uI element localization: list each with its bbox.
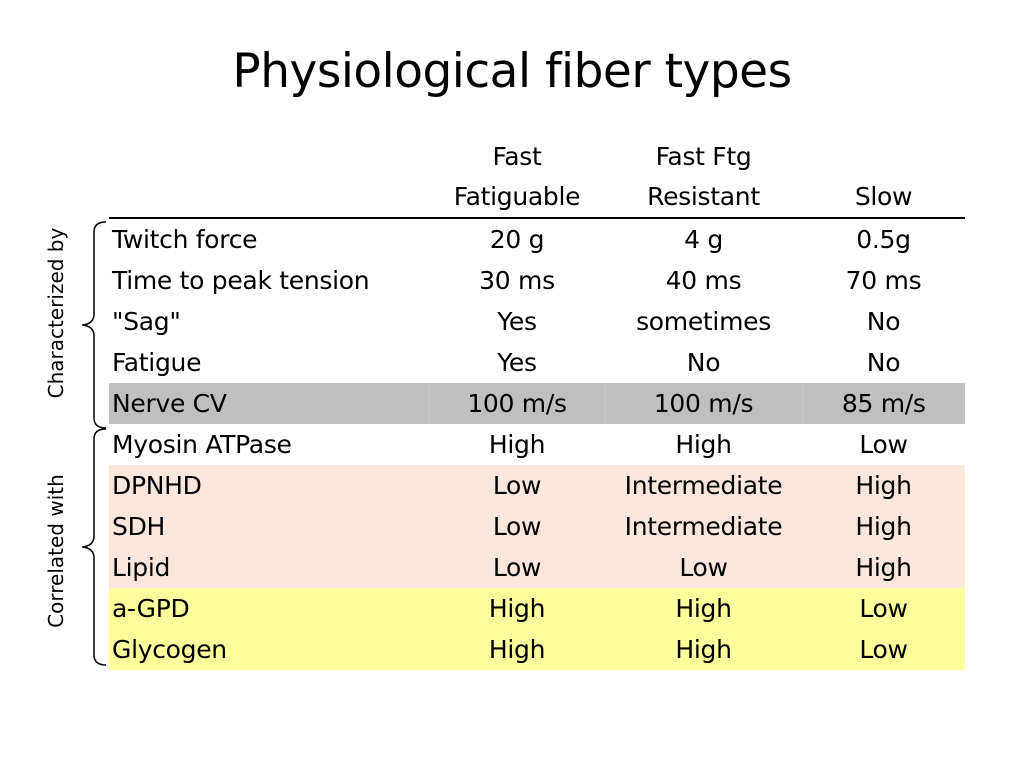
row-label: Glycogen bbox=[109, 629, 429, 670]
cell-slow: Low bbox=[859, 430, 908, 459]
table-row: Nerve CV 100 m/s 100 m/s 85 m/s bbox=[109, 383, 965, 424]
cell-slow: No bbox=[866, 348, 901, 377]
cell-slow: Low bbox=[802, 588, 965, 629]
cell-fast-fatiguable: Low bbox=[429, 465, 605, 506]
row-label: Fatigue bbox=[112, 348, 202, 377]
row-label: "Sag" bbox=[112, 307, 181, 336]
cell-fast-fatiguable: Yes bbox=[497, 348, 537, 377]
row-label: a-GPD bbox=[109, 588, 429, 629]
row-label: Time to peak tension bbox=[112, 266, 370, 295]
cell-fast-fatiguable: Low bbox=[429, 506, 605, 547]
cell-slow: Low bbox=[802, 629, 965, 670]
table-row: Glycogen High High Low bbox=[109, 629, 965, 670]
characterized-brace-icon bbox=[81, 221, 107, 429]
cell-fast-fatiguable: High bbox=[429, 629, 605, 670]
cell-slow: No bbox=[866, 307, 901, 336]
fiber-types-table: Fast Fatiguable Fast Ftg Resistant Slow Tw… bbox=[109, 137, 965, 670]
table-row: Lipid Low Low High bbox=[109, 547, 965, 588]
cell-fast-fatiguable: High bbox=[429, 588, 605, 629]
row-label: Lipid bbox=[109, 547, 429, 588]
row-label: SDH bbox=[109, 506, 429, 547]
correlated-brace-icon bbox=[81, 428, 107, 666]
cell-fast-resistant: High bbox=[675, 430, 732, 459]
row-label: Nerve CV bbox=[109, 383, 429, 424]
table-row: Time to peak tension 30 ms 40 ms 70 ms bbox=[109, 260, 965, 301]
cell-fast-resistant: Intermediate bbox=[605, 465, 802, 506]
cell-fast-resistant: 100 m/s bbox=[604, 383, 802, 424]
cell-fast-resistant: sometimes bbox=[636, 307, 771, 336]
table-row: a-GPD High High Low bbox=[109, 588, 965, 629]
header-fast-fatiguable: Fast Fatiguable bbox=[429, 137, 605, 219]
cell-slow: 0.5g bbox=[856, 225, 911, 254]
row-label: DPNHD bbox=[109, 465, 429, 506]
table-row: Fatigue Yes No No bbox=[109, 342, 965, 383]
cell-fast-fatiguable: Yes bbox=[497, 307, 537, 336]
table-row: Myosin ATPase High High Low bbox=[109, 424, 965, 465]
header-corner bbox=[109, 137, 429, 219]
cell-fast-fatiguable: 30 ms bbox=[479, 266, 555, 295]
cell-slow: High bbox=[802, 506, 965, 547]
cell-fast-resistant: Low bbox=[605, 547, 802, 588]
table-header-row: Fast Fatiguable Fast Ftg Resistant Slow bbox=[109, 137, 965, 219]
cell-fast-resistant: No bbox=[686, 348, 721, 377]
cell-fast-resistant: Intermediate bbox=[605, 506, 802, 547]
cell-slow: 70 ms bbox=[845, 266, 922, 295]
cell-slow: High bbox=[802, 465, 965, 506]
header-slow: Slow bbox=[802, 137, 965, 219]
slide-title: Physiological fiber types bbox=[232, 44, 792, 99]
cell-slow: 85 m/s bbox=[801, 383, 965, 424]
table-row: SDH Low Intermediate High bbox=[109, 506, 965, 547]
cell-fast-resistant: 40 ms bbox=[665, 266, 742, 295]
cell-fast-fatiguable: Low bbox=[429, 547, 605, 588]
cell-fast-resistant: 4 g bbox=[684, 225, 723, 254]
table-row: Twitch force 20 g 4 g 0.5g bbox=[109, 218, 965, 260]
cell-fast-fatiguable: 100 m/s bbox=[428, 383, 605, 424]
table-row: "Sag" Yes sometimes No bbox=[109, 301, 965, 342]
correlated-with-label: Correlated with bbox=[44, 474, 68, 628]
cell-fast-fatiguable: 20 g bbox=[489, 225, 545, 254]
header-fast-fatigue-resistant: Fast Ftg Resistant bbox=[605, 137, 802, 219]
row-label: Twitch force bbox=[112, 225, 258, 254]
characterized-by-label: Characterized by bbox=[44, 227, 68, 399]
cell-fast-resistant: High bbox=[605, 588, 802, 629]
cell-fast-fatiguable: High bbox=[488, 430, 546, 459]
cell-fast-resistant: High bbox=[605, 629, 802, 670]
row-label: Myosin ATPase bbox=[112, 430, 292, 459]
cell-slow: High bbox=[802, 547, 965, 588]
table-row: DPNHD Low Intermediate High bbox=[109, 465, 965, 506]
